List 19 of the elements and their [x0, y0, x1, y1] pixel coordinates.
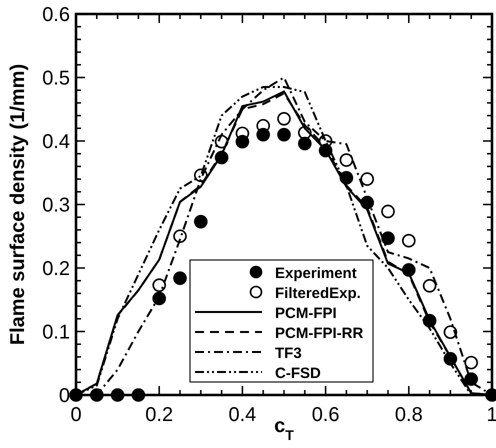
- legend-label: TF3: [275, 345, 302, 362]
- x-tick-label: 0.4: [228, 404, 256, 426]
- legend-label: FilteredExp.: [275, 285, 361, 302]
- y-tick-label: 0.2: [42, 258, 70, 280]
- x-tick-label: 0.2: [145, 404, 174, 426]
- legend-label: Experiment: [275, 265, 357, 282]
- legend-label: PCM-FPI-RR: [275, 325, 364, 342]
- y-tick-label: 0.3: [42, 194, 70, 216]
- y-tick-label: 0.6: [42, 4, 70, 26]
- x-tick-label: 0.8: [394, 404, 423, 426]
- x-axis-title: c$_{T}$: [274, 415, 294, 443]
- y-axis-title: Flame surface density (1/mm): [7, 64, 29, 346]
- legend-label: PCM-FPI: [275, 305, 337, 322]
- y-tick-label: 0.5: [42, 68, 70, 90]
- legend-label: C-FSD: [275, 365, 321, 382]
- y-tick-label: 0: [58, 385, 70, 407]
- y-tick-label: 0.1: [42, 322, 70, 344]
- x-tick-label: 0.6: [312, 404, 340, 426]
- y-tick-label: 0.4: [42, 131, 70, 153]
